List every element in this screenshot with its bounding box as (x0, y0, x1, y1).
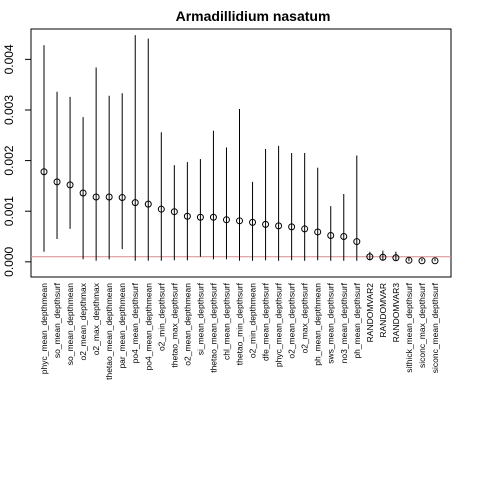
x-tick-label: no3_mean_depthsurf (339, 282, 349, 363)
x-tick-label: thetao_mean_depthmean (104, 283, 114, 380)
x-tick-label: o2_max_depthsurf (300, 282, 310, 353)
x-tick-label: po4_mean_depthsurf (130, 282, 140, 363)
x-tick-label: RANDOMVAR (378, 283, 388, 338)
x-tick-label: thetao_mean_depthsurf (208, 282, 218, 372)
x-tick-label: RANDOMVAR2 (365, 283, 375, 343)
x-tick-label: o2_mean_depthmax (78, 282, 88, 360)
x-tick-label: siconc_max_depthsurf (417, 282, 427, 368)
x-tick-label: o2_mean_depthmean (182, 283, 192, 366)
x-tick-label: so_mean_depthmean (65, 283, 75, 366)
y-tick-label: 0.000 (2, 246, 16, 276)
x-tick-label: siconc_mean_depthsurf (430, 282, 440, 373)
x-tick-label: phyc_mean_depthsurf (274, 282, 284, 367)
x-tick-label: so_mean_depthsurf (52, 282, 62, 358)
x-tick-label: o2_min_depthmean (248, 283, 258, 358)
x-tick-label: phyc_mean_depthmean (39, 283, 49, 374)
x-tick-label: chl_mean_depthsurf (221, 282, 231, 360)
x-tick-label: RANDOMVAR3 (391, 283, 401, 343)
x-tick-label: ph_mean_depthmean (313, 283, 323, 366)
x-tick-label: po4_mean_depthmean (143, 283, 153, 371)
y-axis: 0.000 0.001 0.002 0.003 0.004 (2, 44, 31, 277)
x-tick-label: thetao_max_depthsurf (169, 282, 179, 367)
chart-title: Armadillidium nasatum (176, 8, 331, 24)
data-marks (41, 35, 438, 264)
plot-frame (31, 29, 451, 277)
x-tick-label: si_mean_depthsurf (195, 282, 205, 355)
y-tick-label: 0.001 (2, 196, 16, 226)
x-tick-label: par_mean_depthmean (117, 283, 127, 369)
x-tick-label: sithick_mean_depthsurf (404, 282, 414, 372)
x-tick-label: dfe_mean_depthsurf (261, 282, 271, 361)
x-tick-label: thetao_min_depthsurf (235, 282, 245, 365)
y-tick-label: 0.002 (2, 145, 16, 175)
x-tick-label: sws_mean_depthsurf (326, 282, 336, 363)
x-axis: phyc_mean_depthmean so_mean_depthsurf so_m… (39, 282, 440, 380)
y-tick-label: 0.004 (2, 44, 16, 74)
x-tick-label: o2_min_depthsurf (156, 282, 166, 351)
x-tick-label: o2_mean_depthsurf (287, 282, 297, 358)
y-tick-label: 0.003 (2, 95, 16, 125)
x-tick-label: o2_max_depthmax (91, 282, 101, 355)
x-tick-label: ph_mean_depthsurf (352, 282, 362, 358)
